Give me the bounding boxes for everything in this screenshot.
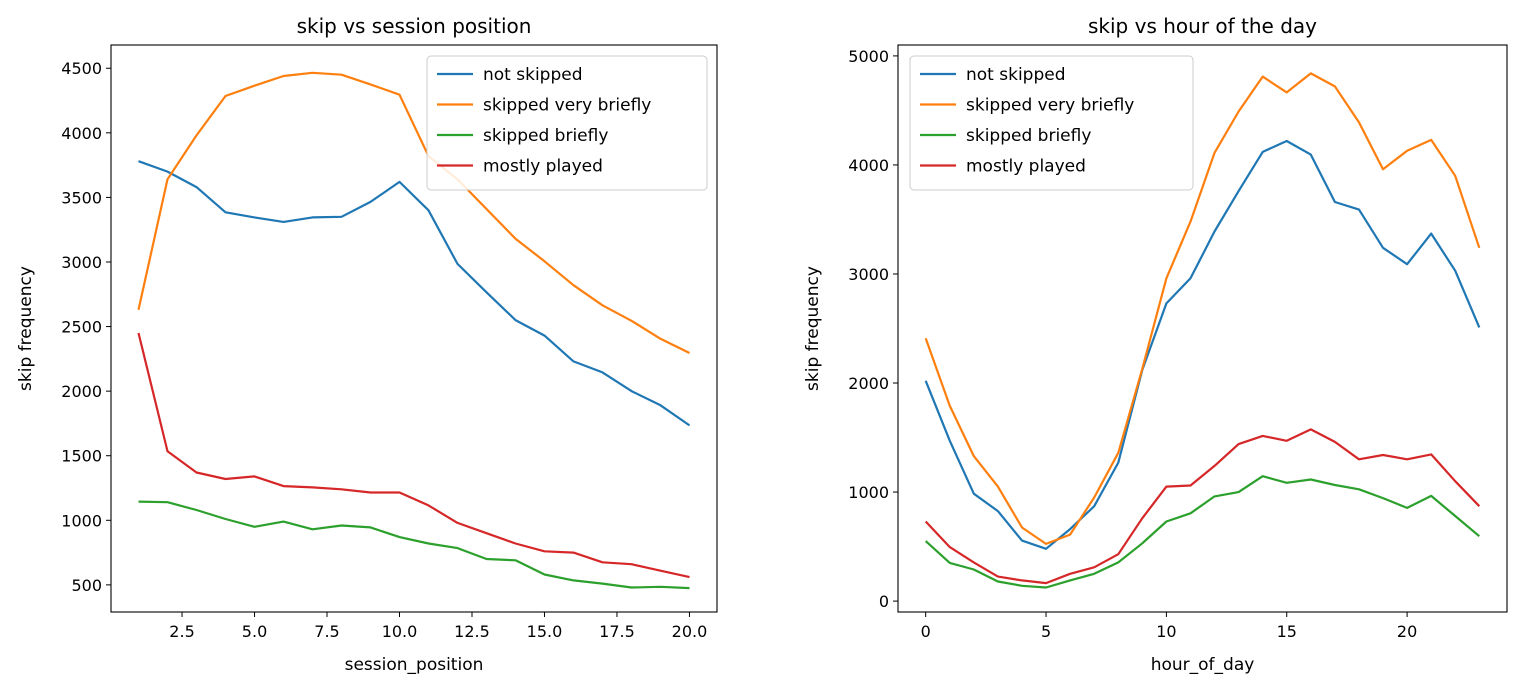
series-line-skipped-briefly [924, 475, 1481, 589]
series-line-mostly-played [924, 428, 1481, 585]
chart-title: skip vs hour of the day [1088, 14, 1317, 38]
legend-label: skipped briefly [483, 126, 608, 146]
legend-label: skipped very briefly [483, 96, 651, 116]
x-tick-label: 10 [1156, 622, 1176, 641]
series-line-not-skipped [138, 160, 691, 427]
x-axis-label: session_position [345, 655, 484, 675]
x-tick-label: 10.0 [382, 622, 418, 641]
chart-title: skip vs session position [297, 14, 532, 38]
y-tick-label: 500 [71, 576, 102, 595]
y-axis-label: skip frequency [803, 266, 823, 391]
y-tick-label: 3000 [848, 265, 889, 284]
series-line-skipped-very-briefly [924, 72, 1481, 546]
y-tick-label: 0 [879, 592, 889, 611]
legend-label: mostly played [483, 157, 603, 177]
chart-panel-session-position: skip vs session position 2.5 5.0 7.5 10.0 12.… [16, 14, 718, 675]
chart-panel-hour-of-day: skip vs hour of the day 0 5 10 15 20 0 1000 2000… [803, 14, 1508, 675]
y-tick-label: 1500 [61, 447, 102, 466]
x-tick-label: 7.5 [314, 622, 339, 641]
y-tick-label: 2000 [61, 382, 102, 401]
y-axis-label: skip frequency [16, 266, 36, 391]
legend-label: not skipped [483, 65, 583, 85]
y-tick-label: 1000 [848, 483, 889, 502]
plot-frame [110, 44, 718, 613]
x-tick-label: 15 [1277, 622, 1297, 641]
series-line-not-skipped [924, 139, 1481, 550]
legend-label: mostly played [966, 157, 1086, 177]
x-tick-label: 17.5 [599, 622, 635, 641]
legend-box [426, 55, 708, 191]
y-tick-label: 2000 [848, 374, 889, 393]
x-tick-label: 5 [1041, 622, 1051, 641]
series-line-mostly-played [137, 332, 690, 579]
x-tick-label: 0 [921, 622, 931, 641]
legend-label: skipped very briefly [966, 96, 1134, 116]
legend-box [909, 55, 1194, 191]
series-line-skipped-very-briefly [137, 71, 690, 354]
legend-label: skipped briefly [966, 126, 1091, 146]
y-tick-label: 4500 [61, 59, 102, 78]
x-tick-label: 20.0 [672, 622, 708, 641]
legend-label: not skipped [966, 65, 1066, 85]
plot-frame [897, 44, 1508, 613]
legend: not skipped skipped very briefly skipped b… [909, 55, 1194, 191]
x-tick-label: 15.0 [527, 622, 563, 641]
y-tick-label: 5000 [848, 47, 889, 66]
x-axis-label: hour_of_day [1151, 655, 1255, 675]
y-tick-label: 2500 [61, 318, 102, 337]
x-tick-label: 20 [1397, 622, 1417, 641]
series-line-skipped-briefly [138, 500, 690, 590]
x-tick-label: 12.5 [454, 622, 490, 641]
y-tick-label: 4000 [848, 156, 889, 175]
y-tick-label: 3500 [61, 188, 102, 207]
legend: not skipped skipped very briefly skipped b… [426, 55, 708, 191]
x-tick-label: 2.5 [169, 622, 194, 641]
x-tick-label: 5.0 [242, 622, 267, 641]
y-tick-label: 1000 [61, 511, 102, 530]
y-tick-label: 3000 [61, 253, 102, 272]
y-tick-label: 4000 [61, 124, 102, 143]
